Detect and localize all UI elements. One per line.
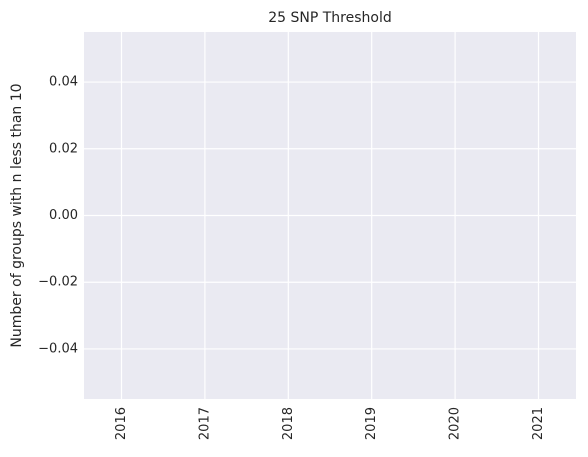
y-tick-label: 0.02 [49, 141, 78, 156]
x-tick-label: 2018 [281, 407, 296, 440]
y-tick-label: −0.04 [38, 341, 78, 356]
y-axis-label: Number of groups with n less than 10 [9, 83, 25, 347]
x-tick-label: 2017 [197, 407, 212, 440]
x-tick-label: 2021 [531, 407, 546, 440]
chart-title: 25 SNP Threshold [268, 10, 392, 26]
y-tick-label: 0.04 [49, 75, 78, 90]
y-tick-label: 0.00 [49, 208, 78, 223]
x-tick-label: 2016 [114, 407, 129, 440]
y-tick-label: −0.02 [38, 275, 78, 290]
x-tick-label: 2019 [364, 407, 379, 440]
x-tick-label: 2020 [448, 407, 463, 440]
